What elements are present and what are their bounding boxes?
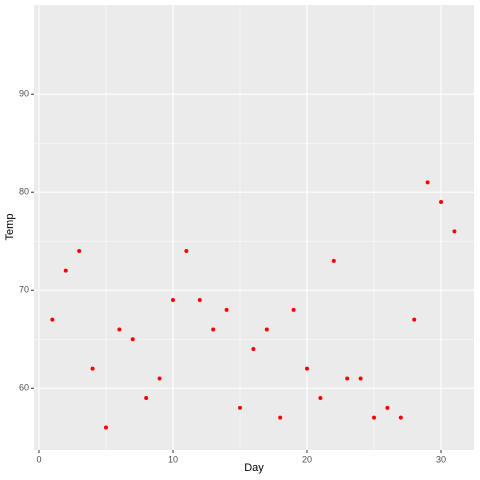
point (90, 366, 95, 371)
y-tick-label: 60 (19, 383, 29, 393)
x-tick-label: 0 (36, 454, 41, 464)
point (452, 229, 457, 234)
point (358, 376, 363, 381)
y-tick-label: 80 (19, 187, 29, 197)
point (63, 268, 68, 273)
point (103, 425, 108, 430)
point (50, 317, 55, 322)
y-axis-label: Temp (4, 214, 16, 241)
point (305, 366, 310, 371)
point (211, 327, 216, 332)
point (197, 298, 202, 303)
point (345, 376, 350, 381)
x-tick-label: 30 (436, 454, 446, 464)
x-tick-label: 10 (168, 454, 178, 464)
point (385, 405, 390, 410)
point (77, 249, 82, 254)
point (412, 317, 417, 322)
point (318, 396, 323, 401)
point (439, 200, 444, 205)
point (237, 405, 242, 410)
point (224, 307, 229, 312)
y-tick-label: 70 (19, 285, 29, 295)
point (291, 307, 296, 312)
x-tick-label: 20 (302, 454, 312, 464)
point (170, 298, 175, 303)
point (130, 337, 135, 342)
x-axis-label: Day (244, 462, 264, 474)
point (331, 258, 336, 263)
point (157, 376, 162, 381)
y-tick-label: 90 (19, 89, 29, 99)
point (251, 347, 256, 352)
point (398, 415, 403, 420)
point (184, 249, 189, 254)
plot-panel (34, 5, 474, 450)
point (264, 327, 269, 332)
point (144, 396, 149, 401)
point (372, 415, 377, 420)
point (425, 180, 430, 185)
point (278, 415, 283, 420)
point (117, 327, 122, 332)
